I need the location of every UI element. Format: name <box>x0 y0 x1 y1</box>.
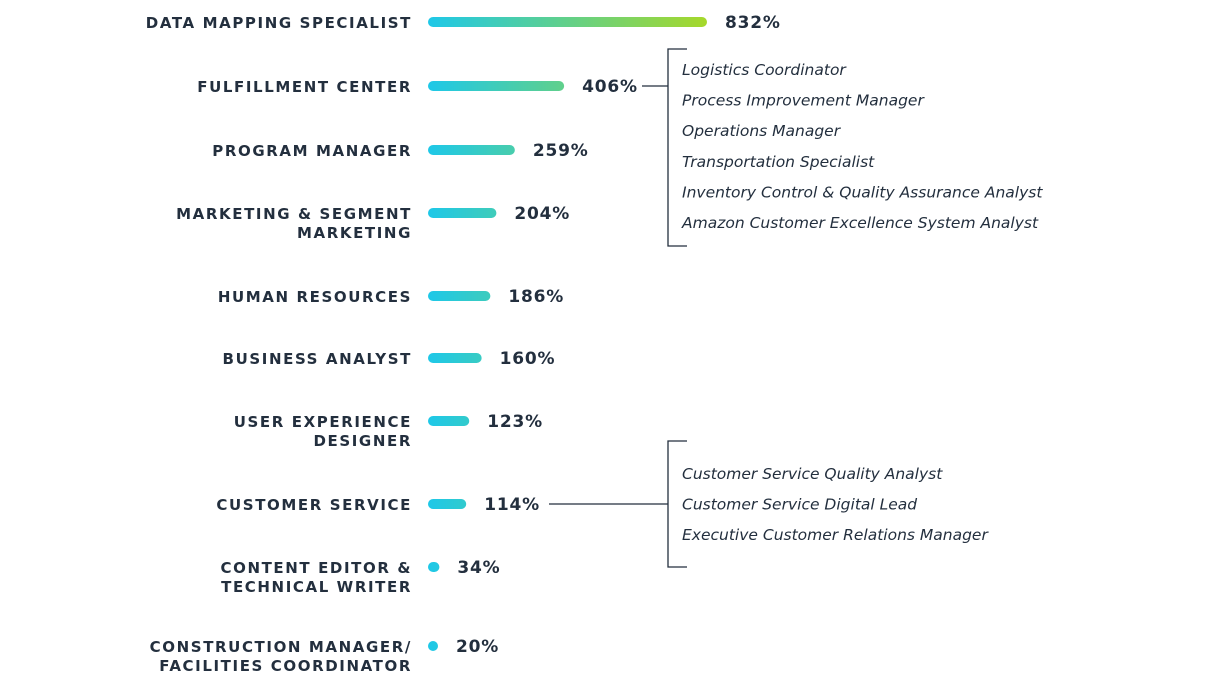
annotation-item: Executive Customer Relations Manager <box>682 526 989 544</box>
category-label: TECHNICAL WRITER <box>221 578 412 596</box>
category-label: FULFILLMENT CENTER <box>197 78 412 96</box>
category-label: CONSTRUCTION MANAGER/ <box>150 638 412 656</box>
value-label: 186% <box>508 287 564 307</box>
value-label: 204% <box>514 204 570 224</box>
annotation-bracket <box>667 48 687 247</box>
bar <box>428 641 438 651</box>
annotation-item: Inventory Control & Quality Assurance An… <box>682 183 1043 201</box>
bar <box>428 562 440 572</box>
bar <box>428 416 470 426</box>
annotation-item: Operations Manager <box>682 122 842 140</box>
category-label: CUSTOMER SERVICE <box>216 496 412 514</box>
bar <box>428 145 515 155</box>
value-label: 406% <box>582 77 638 97</box>
category-label: BUSINESS ANALYST <box>223 350 412 368</box>
bar <box>428 499 467 509</box>
category-label: USER EXPERIENCE <box>234 413 412 431</box>
annotation-item: Amazon Customer Excellence System Analys… <box>681 214 1039 232</box>
annotation-item: Transportation Specialist <box>682 153 875 171</box>
annotation-item: Customer Service Quality Analyst <box>682 465 943 483</box>
category-label: HUMAN RESOURCES <box>218 288 412 306</box>
value-label: 20% <box>456 637 499 657</box>
bar <box>428 291 491 301</box>
bar <box>428 17 707 27</box>
value-label: 160% <box>500 349 556 369</box>
annotation-item: Process Improvement Manager <box>682 92 925 110</box>
annotation-item: Logistics Coordinator <box>682 61 847 79</box>
value-label: 832% <box>725 13 781 33</box>
annotation-bracket <box>667 440 687 568</box>
bar <box>428 208 497 218</box>
value-label: 259% <box>533 141 589 161</box>
value-label: 34% <box>457 558 500 578</box>
category-label: DESIGNER <box>313 432 412 450</box>
bar <box>428 81 565 91</box>
category-label: PROGRAM MANAGER <box>212 142 412 160</box>
bar <box>428 353 482 363</box>
annotation-item: Customer Service Digital Lead <box>682 496 917 514</box>
category-label: MARKETING & SEGMENT <box>176 205 412 223</box>
category-label: DATA MAPPING SPECIALIST <box>146 14 412 32</box>
category-label: FACILITIES COORDINATOR <box>159 657 412 675</box>
category-label: CONTENT EDITOR & <box>220 559 412 577</box>
value-label: 123% <box>487 412 543 432</box>
category-label: MARKETING <box>297 224 412 242</box>
value-label: 114% <box>484 495 540 515</box>
